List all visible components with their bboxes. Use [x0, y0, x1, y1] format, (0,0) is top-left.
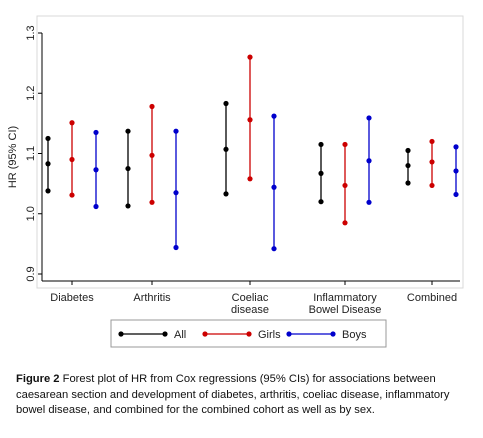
legend-marker-boys: [330, 331, 336, 337]
ci-upper-point-all: [125, 128, 131, 134]
ci-upper-point-boys: [93, 129, 99, 136]
figure-caption: Figure 2 Forest plot of HR from Cox regr…: [16, 372, 476, 419]
category-label: Inflammatory: [313, 292, 377, 304]
legend-marker-all: [118, 331, 124, 337]
ci-upper-point-girls: [247, 54, 253, 60]
ci-lower-point-all: [125, 203, 131, 209]
legend-label-girls: Girls: [258, 329, 281, 341]
series-boys: [93, 113, 459, 252]
ci-lower-point-girls: [247, 176, 253, 182]
ci-lower-point-boys: [173, 244, 179, 251]
category-label: disease: [231, 304, 269, 316]
ci-lower-point-boys: [271, 246, 277, 252]
y-tick-label: 1.3: [25, 25, 37, 40]
hr-point-all: [125, 165, 131, 172]
series-girls: [69, 54, 435, 226]
ci-lower-point-all: [318, 199, 324, 205]
ci-upper-point-girls: [149, 103, 155, 110]
hr-point-boys: [93, 167, 99, 173]
series-layer: [45, 54, 459, 252]
y-tick-label: 1.1: [25, 146, 37, 161]
hr-point-girls: [69, 156, 75, 163]
legend: All Girls Boys: [110, 319, 387, 348]
category-label: Bowel Disease: [309, 304, 382, 316]
ci-upper-point-all: [318, 141, 324, 148]
forest-plot: HR (95% CI) 0.9 1.0 1.1 1.2 1.3 Diabetes Arth…: [7, 15, 464, 348]
y-tick-label: 0.9: [25, 266, 37, 281]
figure-caption-text: Forest plot of HR from Cox regressions (…: [16, 373, 450, 416]
hr-point-boys: [173, 190, 179, 196]
y-tick-label: 1.2: [25, 86, 37, 101]
legend-marker-girls: [246, 331, 252, 337]
category-label: Diabetes: [50, 292, 94, 304]
hr-point-boys: [271, 184, 277, 190]
hr-point-girls: [149, 152, 155, 158]
category-label: Arthritis: [133, 292, 171, 304]
hr-point-all: [405, 162, 411, 169]
legend-marker-all: [162, 331, 168, 337]
plot-frame: [36, 15, 464, 289]
ci-lower-point-boys: [93, 203, 99, 210]
ci-lower-point-all: [223, 191, 229, 197]
category-label: Coeliac: [232, 292, 269, 304]
ci-upper-point-girls: [342, 141, 348, 148]
y-axis-title: HR (95% CI): [7, 126, 19, 188]
hr-point-boys: [366, 158, 372, 164]
legend-box: [110, 319, 387, 348]
ci-lower-point-girls: [429, 182, 435, 189]
ci-upper-point-all: [223, 100, 229, 107]
legend-marker-girls: [202, 331, 208, 337]
series-all: [45, 100, 411, 209]
ci-lower-point-boys: [366, 199, 372, 205]
ci-upper-point-boys: [453, 144, 459, 150]
ci-lower-point-boys: [453, 191, 459, 198]
ci-lower-point-girls: [69, 192, 75, 198]
ci-upper-point-girls: [429, 138, 435, 145]
ci-lower-point-all: [405, 180, 411, 186]
hr-point-boys: [453, 168, 459, 174]
legend-label-all: All: [174, 329, 186, 341]
ci-lower-point-all: [45, 188, 51, 194]
hr-point-girls: [247, 117, 253, 123]
hr-point-girls: [429, 159, 435, 165]
hr-point-all: [223, 146, 229, 152]
figure-label: Figure 2: [16, 373, 60, 385]
hr-point-all: [318, 170, 324, 176]
ci-lower-point-girls: [149, 199, 155, 205]
ci-upper-point-boys: [173, 128, 179, 134]
ci-upper-point-boys: [366, 115, 372, 121]
ci-upper-point-boys: [271, 113, 277, 119]
legend-marker-boys: [286, 331, 292, 337]
ci-lower-point-girls: [342, 220, 348, 226]
hr-point-girls: [342, 182, 348, 189]
category-label: Combined: [407, 292, 457, 304]
legend-label-boys: Boys: [342, 329, 367, 341]
ci-upper-point-all: [405, 147, 411, 154]
hr-point-all: [45, 161, 51, 167]
y-tick-label: 1.0: [25, 206, 37, 221]
ci-upper-point-all: [45, 135, 51, 142]
ci-upper-point-girls: [69, 120, 75, 126]
y-ticks: 0.9 1.0 1.1 1.2 1.3: [25, 25, 42, 282]
